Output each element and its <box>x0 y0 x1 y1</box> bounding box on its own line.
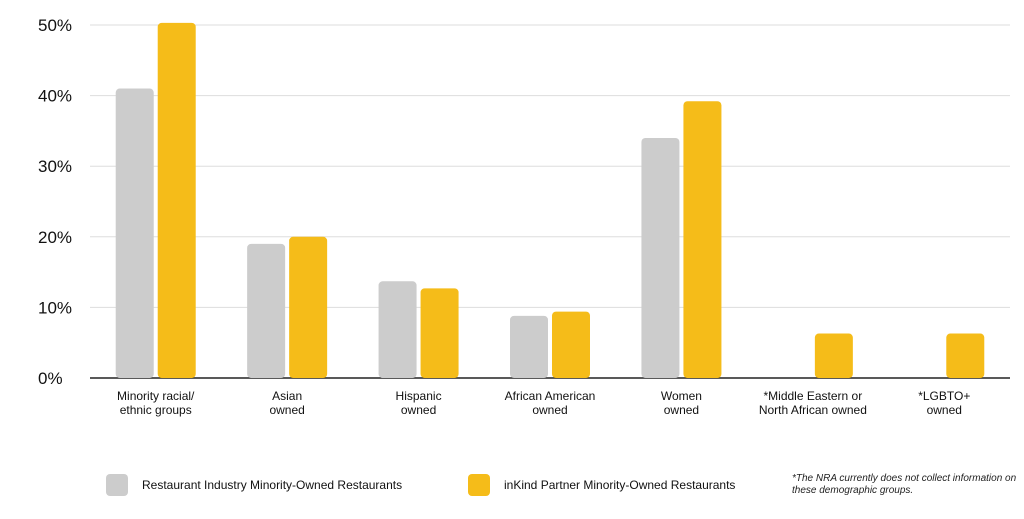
x-category-label: *LGBTO+ owned <box>918 389 970 417</box>
footnote: *The NRA currently does not collect info… <box>792 473 1017 496</box>
bar-industry <box>641 137 680 378</box>
y-tick-label: 0% <box>38 369 63 388</box>
x-category-label: Minority racial/ethnic groups <box>117 389 195 417</box>
x-category-label: Asian owned <box>269 389 304 417</box>
x-category-label: Women owned <box>661 389 702 417</box>
bar-chart: 0% 10% 20% 30% 40% 50% Minority racial/ethnic … <box>38 16 1010 417</box>
bar-inkind <box>946 333 985 378</box>
legend-label-inkind: inKind Partner Minority-Owned Restaurant… <box>504 478 736 492</box>
legend: Restaurant Industry Minority-Owned Resta… <box>0 474 1024 504</box>
y-tick-label: 20% <box>38 228 72 247</box>
x-category-label: *Middle Eastern or North African owned <box>759 389 867 417</box>
bar-inkind <box>289 236 328 378</box>
legend-swatch-inkind <box>468 474 490 496</box>
legend-item-industry: Restaurant Industry Minority-Owned Resta… <box>106 474 402 496</box>
bar-inkind <box>814 333 853 378</box>
y-tick-label: 50% <box>38 16 72 35</box>
x-category-label: African American owned <box>505 389 596 417</box>
x-category-label: Hispanic owned <box>396 389 442 417</box>
bar-industry <box>378 281 417 378</box>
y-tick-label: 40% <box>38 87 72 106</box>
bar-industry <box>510 315 548 378</box>
bar-inkind <box>552 311 590 378</box>
y-tick-label: 30% <box>38 157 72 176</box>
bar-industry <box>247 243 286 378</box>
bar-inkind <box>683 101 722 379</box>
legend-label-industry: Restaurant Industry Minority-Owned Resta… <box>142 478 403 492</box>
legend-item-inkind: inKind Partner Minority-Owned Restaurant… <box>468 474 735 496</box>
bar-industry <box>115 88 154 378</box>
bar-inkind <box>420 288 459 378</box>
y-tick-label: 10% <box>38 298 72 317</box>
legend-swatch-industry <box>106 474 128 496</box>
bar-inkind <box>157 22 196 379</box>
